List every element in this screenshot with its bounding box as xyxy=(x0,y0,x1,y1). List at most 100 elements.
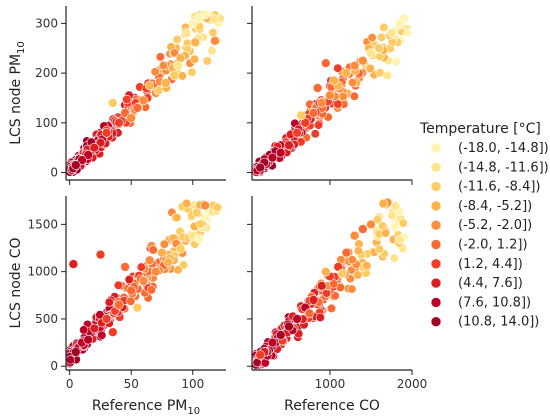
scatter-point xyxy=(200,200,210,211)
scatter-point xyxy=(83,334,93,345)
x-tick-label: 2000 xyxy=(397,377,428,391)
scatter-point xyxy=(333,99,343,109)
scatter-point xyxy=(391,56,401,67)
scatter-point xyxy=(374,244,385,254)
legend-label: (1.2, 4.4]) xyxy=(458,257,523,272)
legend-marker xyxy=(430,200,442,212)
scatter-point xyxy=(126,285,136,296)
scatter-point xyxy=(353,270,363,280)
scatter-point xyxy=(79,325,89,335)
scatter-point xyxy=(83,150,93,160)
scatter-point xyxy=(148,245,158,255)
scatter-point xyxy=(124,275,134,285)
scatter-point xyxy=(386,28,397,39)
scatter-point xyxy=(122,94,132,105)
scatter-point xyxy=(378,198,389,209)
scatter-point xyxy=(378,221,388,231)
scatter-point xyxy=(173,60,183,71)
scatter-point xyxy=(160,78,171,88)
scatter-point xyxy=(66,355,75,365)
scatter-point xyxy=(153,85,164,96)
scatter-point xyxy=(341,247,352,258)
scatter-point xyxy=(284,321,294,332)
scatter-point xyxy=(144,80,155,91)
scatter-point xyxy=(114,118,124,128)
scatter-point xyxy=(144,255,155,266)
scatter-point xyxy=(296,110,307,121)
scatter-point xyxy=(304,308,315,319)
scatter-point xyxy=(349,60,360,71)
x-axis-label: Reference CO xyxy=(284,398,380,414)
legend-title: Temperature [°C] xyxy=(419,121,541,137)
scatter-point xyxy=(71,160,81,170)
scatter-point xyxy=(312,83,323,93)
scatter-point xyxy=(177,71,187,81)
scatter-point xyxy=(403,27,412,38)
scatter-point xyxy=(172,213,182,223)
y-tick-label: 0 xyxy=(50,166,58,180)
scatter-point xyxy=(329,75,339,86)
scatter-point xyxy=(151,266,161,277)
scatter-point xyxy=(341,68,352,78)
scatter-point xyxy=(394,234,405,245)
scatter-point xyxy=(349,230,360,241)
y-tick-label: 300 xyxy=(35,16,58,30)
scatter-point xyxy=(169,48,180,58)
scatter-point xyxy=(187,67,197,77)
scatter-point xyxy=(326,303,337,314)
points-layer xyxy=(66,198,223,369)
scatter-point xyxy=(347,255,357,265)
scatter-point xyxy=(300,118,311,128)
legend-label: (4.4, 7.6]) xyxy=(458,276,523,291)
scatter-point xyxy=(126,296,136,306)
panel-0-0: 0 100 200 300 xyxy=(35,6,226,185)
scatter-point xyxy=(320,266,331,277)
scatter-point xyxy=(207,46,217,56)
scatter-point xyxy=(181,28,192,39)
scatter-point xyxy=(367,32,377,43)
scatter-point xyxy=(394,18,405,29)
scatter-point xyxy=(337,268,348,279)
scatter-point xyxy=(113,280,123,290)
scatter-point xyxy=(68,259,79,269)
scatter-point xyxy=(329,279,339,289)
scatter-point xyxy=(114,299,124,310)
legend-label: (-8.4, -5.2]) xyxy=(458,199,532,214)
scatter-point xyxy=(155,52,165,62)
scatter-point xyxy=(108,98,118,108)
panel-1-1: 1000 2000 xyxy=(247,196,427,391)
legend-marker xyxy=(430,219,442,231)
scatter-point xyxy=(390,222,400,232)
scatter-point xyxy=(163,257,173,268)
x-tick-label: 50 xyxy=(124,377,139,391)
panel-0-1 xyxy=(247,6,413,185)
scatter-point xyxy=(189,54,200,64)
scatter-point xyxy=(357,224,368,234)
scatter-point xyxy=(398,218,408,228)
y-tick-label: 100 xyxy=(35,116,58,130)
legend: Temperature [°C] (-18.0, -14.8]) (-14.8, -… xyxy=(419,121,549,330)
scatter-point xyxy=(77,155,87,165)
scatter-point xyxy=(89,142,100,153)
scatter-point xyxy=(315,312,325,323)
scatter-point xyxy=(158,60,168,71)
legend-marker xyxy=(430,181,442,192)
scatter-point xyxy=(95,137,106,148)
scatter-point xyxy=(387,210,397,220)
scatter-point xyxy=(101,314,112,324)
scatter-point xyxy=(267,337,278,348)
scatter-point xyxy=(320,58,331,69)
scatter-point xyxy=(181,198,192,209)
legend-marker xyxy=(430,297,442,308)
scatter-point xyxy=(200,9,210,20)
scatter-point xyxy=(150,67,160,77)
scatter-point xyxy=(132,302,143,313)
scatter-point xyxy=(212,202,223,213)
scatter-point xyxy=(138,276,149,286)
scatter-point xyxy=(157,247,167,258)
scatter-point xyxy=(390,201,401,211)
panel-1-0: 0 500 1000 1500 0 50 100 xyxy=(27,196,226,391)
y-tick-label: 1000 xyxy=(27,265,58,279)
legend-marker xyxy=(430,142,442,154)
scatter-point xyxy=(175,244,186,254)
